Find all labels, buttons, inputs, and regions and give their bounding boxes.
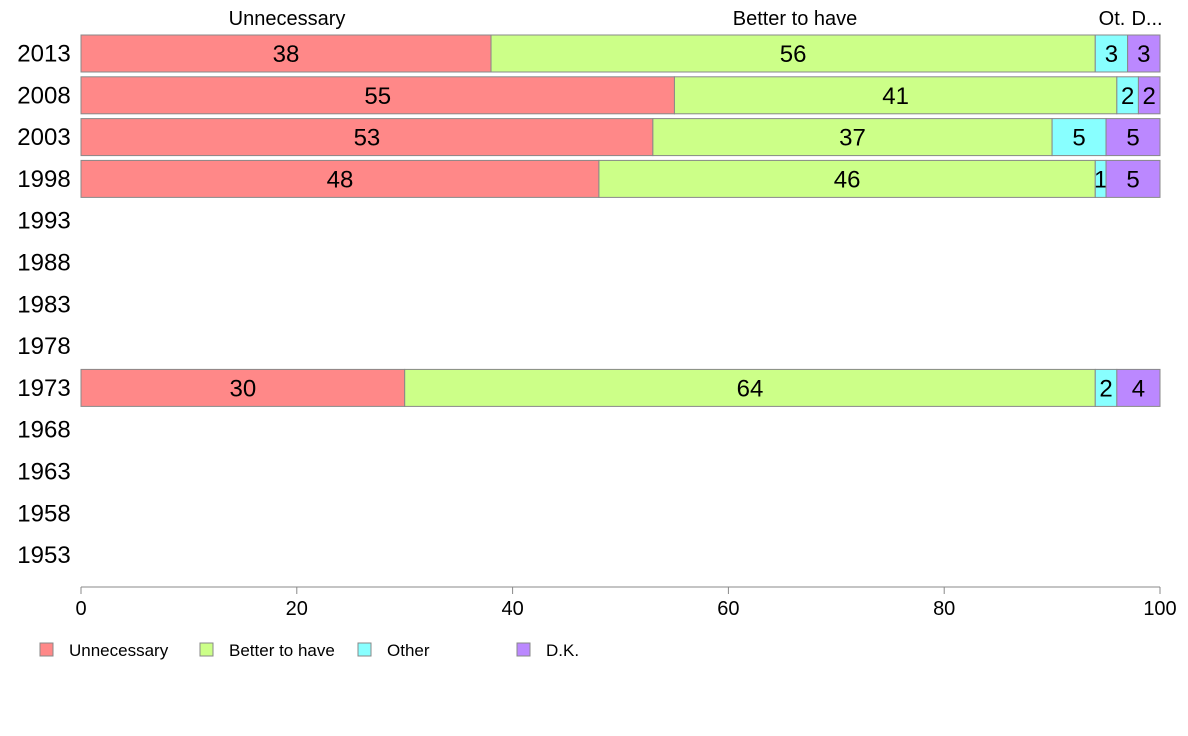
legend-label-better-to-have: Better to have [229,641,335,660]
data-label-2013-d-k: 3 [1137,41,1150,68]
legend-label-other: Other [387,641,430,660]
data-label-2013-other: 3 [1105,41,1118,68]
year-label-2013: 2013 [17,41,70,68]
x-axis: 0 20 40 60 80 100 [75,586,1177,620]
year-label-1998: 1998 [17,166,70,193]
year-label-1993: 1993 [17,208,70,235]
x-tick-label-60: 60 [717,598,739,620]
bar-2008-d-k [1137,76,1161,115]
bar-1998-unnecessary [80,159,600,198]
year-label-1983: 1983 [17,291,70,318]
year-label-1978: 1978 [17,333,70,360]
column-header-better-to-have: Better to have [733,8,858,30]
data-label-2008-other: 2 [1121,83,1134,110]
bar-2008-better-to-have [673,76,1118,115]
x-tick-label-20: 20 [286,598,308,620]
bar-2003-other [1051,118,1107,157]
bar-2013-better-to-have [490,34,1096,73]
bar-1998-better-to-have [598,159,1096,198]
bars: 38 56 3 355 41 2 253 37 5 548 46 1 530 64 2 4 [80,34,1161,407]
bar-2013-unnecessary [80,34,492,73]
data-label-1973-other: 2 [1099,375,1112,402]
x-tick-label-80: 80 [933,598,955,620]
year-labels: 2013 2008 2003 1998 1993 1988 1983 1978 1973 1968… [17,41,70,570]
bar-1973-unnecessary [80,368,406,407]
data-label-1998-other: 1 [1094,166,1107,193]
column-header-other: Ot. [1099,8,1126,30]
x-tick-label-40: 40 [501,598,523,620]
data-label-1973-unnecessary: 30 [229,375,256,402]
bar-2013-d-k [1127,34,1161,73]
bar-1998-d-k [1105,159,1161,198]
year-label-1973: 1973 [17,375,70,402]
legend-label-d-k: D.K. [546,641,579,660]
year-label-2003: 2003 [17,124,70,151]
bar-2003-unnecessary [80,118,654,157]
legend: Unnecessary Better to have Other D.K. [39,641,579,660]
data-label-1973-better-to-have: 64 [737,375,764,402]
data-label-2003-unnecessary: 53 [354,125,381,152]
data-label-2008-unnecessary: 55 [364,83,391,110]
data-label-2008-better-to-have: 41 [882,83,909,110]
x-tick-label-100: 100 [1143,598,1176,620]
legend-swatch-unnecessary [39,642,54,657]
year-label-2008: 2008 [17,82,70,109]
year-label-1988: 1988 [17,250,70,277]
data-label-2013-better-to-have: 56 [780,41,807,68]
bar-1973-d-k [1116,368,1161,407]
bar-2003-better-to-have [652,118,1053,157]
legend-label-unnecessary: Unnecessary [69,641,169,660]
data-label-2003-d-k: 5 [1126,125,1139,152]
legend-swatch-d-k [516,642,531,657]
bar-2008-unnecessary [80,76,675,115]
data-label-2008-d-k: 2 [1143,83,1156,110]
bar-2013-other [1094,34,1129,73]
column-header-unnecessary: Unnecessary [229,8,346,30]
data-label-1998-better-to-have: 46 [834,166,861,193]
year-label-1958: 1958 [17,500,70,527]
data-label-1998-d-k: 5 [1126,166,1139,193]
year-label-1953: 1953 [17,542,70,569]
data-label-1998-unnecessary: 48 [327,166,354,193]
bar-1973-better-to-have [404,368,1096,407]
legend-swatch-other [357,642,372,657]
year-label-1968: 1968 [17,417,70,444]
data-label-2003-better-to-have: 37 [839,125,866,152]
data-label-1973-d-k: 4 [1132,375,1145,402]
data-label-2013-unnecessary: 38 [273,41,300,68]
column-headers: Unnecessary Better to have Ot. D... [229,8,1163,30]
year-label-1963: 1963 [17,459,70,486]
x-tick-label-0: 0 [75,598,86,620]
data-label-2003-other: 5 [1072,125,1085,152]
bar-2003-d-k [1105,118,1161,157]
legend-swatch-better-to-have [199,642,214,657]
column-header-dk: D... [1131,8,1162,30]
